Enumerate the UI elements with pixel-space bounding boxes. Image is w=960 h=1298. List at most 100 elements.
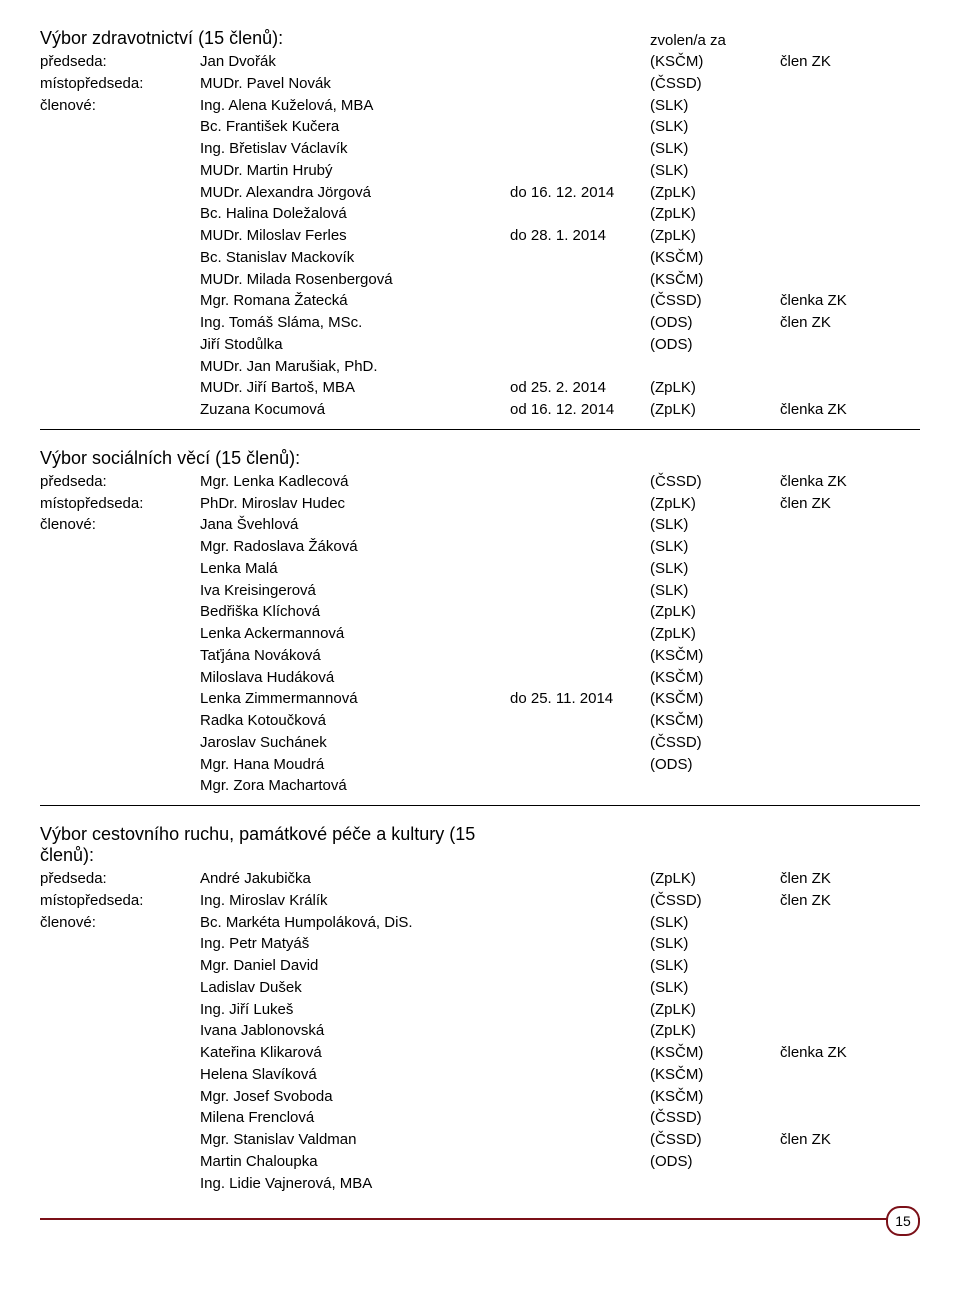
zk-cell <box>780 1020 890 1042</box>
page-number-badge: 15 <box>886 1206 920 1236</box>
table-row: Bedřiška Klíchová(ZpLK) <box>40 601 920 623</box>
party-cell: (KSČM) <box>650 645 770 667</box>
name-cell: Ing. Tomáš Sláma, MSc. <box>200 312 500 334</box>
name-cell: Ing. Lidie Vajnerová, MBA <box>200 1173 500 1195</box>
zk-cell <box>780 334 890 356</box>
zk-cell <box>780 269 890 291</box>
party-cell: (ZpLK) <box>650 623 770 645</box>
party-cell: (SLK) <box>650 138 770 160</box>
zk-cell: člen ZK <box>780 890 890 912</box>
zk-cell <box>780 732 890 754</box>
name-cell: MUDr. Jiří Bartoš, MBA <box>200 377 500 399</box>
zk-cell <box>780 1064 890 1086</box>
name-cell: André Jakubička <box>200 868 500 890</box>
name-cell: Bc. František Kučera <box>200 116 500 138</box>
party-cell: (SLK) <box>650 977 770 999</box>
committee-title: Výbor cestovního ruchu, památkové péče a… <box>40 824 500 866</box>
party-cell: (ZpLK) <box>650 203 770 225</box>
party-cell <box>650 356 770 378</box>
date-cell <box>510 933 640 955</box>
name-cell: Mgr. Josef Svoboda <box>200 1086 500 1108</box>
zk-cell <box>780 160 890 182</box>
zk-cell <box>780 912 890 934</box>
zk-cell <box>780 645 890 667</box>
party-cell: (ZpLK) <box>650 225 770 247</box>
zk-cell <box>780 356 890 378</box>
zvolen-header: zvolen/a za <box>650 32 770 51</box>
table-row: předseda:Jan Dvořák(KSČM)člen ZK <box>40 51 920 73</box>
role-cell: místopředseda: <box>40 73 190 95</box>
committee-title: Výbor zdravotnictví (15 členů): <box>40 28 500 49</box>
date-cell <box>510 623 640 645</box>
table-row: Jiří Stodůlka(ODS) <box>40 334 920 356</box>
party-cell: (SLK) <box>650 912 770 934</box>
page-number: 15 <box>895 1213 911 1229</box>
table-row: členové:Jana Švehlová(SLK) <box>40 514 920 536</box>
zk-cell <box>780 536 890 558</box>
role-cell <box>40 399 190 421</box>
zk-cell <box>780 558 890 580</box>
committee-title: Výbor sociálních věcí (15 členů): <box>40 448 500 469</box>
date-cell <box>510 51 640 73</box>
party-cell: (KSČM) <box>650 710 770 732</box>
name-cell: Jana Švehlová <box>200 514 500 536</box>
table-row: Martin Chaloupka(ODS) <box>40 1151 920 1173</box>
zk-cell <box>780 601 890 623</box>
table-row: místopředseda:Ing. Miroslav Králík(ČSSD)… <box>40 890 920 912</box>
party-cell: (ZpLK) <box>650 601 770 623</box>
table-row: Iva Kreisingerová(SLK) <box>40 580 920 602</box>
party-cell: (KSČM) <box>650 1086 770 1108</box>
role-cell <box>40 732 190 754</box>
party-cell: (KSČM) <box>650 1042 770 1064</box>
party-cell: (ČSSD) <box>650 732 770 754</box>
name-cell: Helena Slavíková <box>200 1064 500 1086</box>
table-row: předseda:Mgr. Lenka Kadlecová(ČSSD)členk… <box>40 471 920 493</box>
role-cell <box>40 999 190 1021</box>
party-cell: (ODS) <box>650 754 770 776</box>
role-cell <box>40 1129 190 1151</box>
table-row: Ing. Jiří Lukeš(ZpLK) <box>40 999 920 1021</box>
role-cell: místopředseda: <box>40 493 190 515</box>
name-cell: Zuzana Kocumová <box>200 399 500 421</box>
table-row: Ladislav Dušek(SLK) <box>40 977 920 999</box>
party-cell: (ODS) <box>650 312 770 334</box>
table-row: Ing. Tomáš Sláma, MSc.(ODS)člen ZK <box>40 312 920 334</box>
name-cell: Ing. Jiří Lukeš <box>200 999 500 1021</box>
date-cell <box>510 955 640 977</box>
party-cell <box>650 1173 770 1195</box>
role-cell <box>40 601 190 623</box>
date-cell <box>510 667 640 689</box>
table-row: MUDr. Milada Rosenbergová(KSČM) <box>40 269 920 291</box>
date-cell: do 28. 1. 2014 <box>510 225 640 247</box>
name-cell: Ing. Petr Matyáš <box>200 933 500 955</box>
party-cell: (ČSSD) <box>650 290 770 312</box>
zk-cell <box>780 710 890 732</box>
date-cell <box>510 1086 640 1108</box>
zk-cell <box>780 667 890 689</box>
role-cell <box>40 775 190 797</box>
role-cell <box>40 1042 190 1064</box>
zk-cell <box>780 514 890 536</box>
party-cell: (ZpLK) <box>650 399 770 421</box>
table-row: členové:Bc. Markéta Humpoláková, DiS.(SL… <box>40 912 920 934</box>
name-cell: Mgr. Zora Machartová <box>200 775 500 797</box>
date-cell <box>510 1129 640 1151</box>
table-row: MUDr. Jan Marušiak, PhD. <box>40 356 920 378</box>
date-cell <box>510 116 640 138</box>
role-cell <box>40 377 190 399</box>
date-cell <box>510 95 640 117</box>
date-cell <box>510 493 640 515</box>
role-cell <box>40 710 190 732</box>
party-cell: (SLK) <box>650 955 770 977</box>
party-cell: (ZpLK) <box>650 182 770 204</box>
role-cell <box>40 754 190 776</box>
date-cell <box>510 754 640 776</box>
committee-rows: předseda:Mgr. Lenka Kadlecová(ČSSD)členk… <box>40 471 920 797</box>
role-cell <box>40 558 190 580</box>
role-cell: členové: <box>40 514 190 536</box>
table-row: Mgr. Hana Moudrá(ODS) <box>40 754 920 776</box>
role-cell <box>40 116 190 138</box>
party-cell: (ČSSD) <box>650 73 770 95</box>
name-cell: Mgr. Stanislav Valdman <box>200 1129 500 1151</box>
date-cell <box>510 868 640 890</box>
